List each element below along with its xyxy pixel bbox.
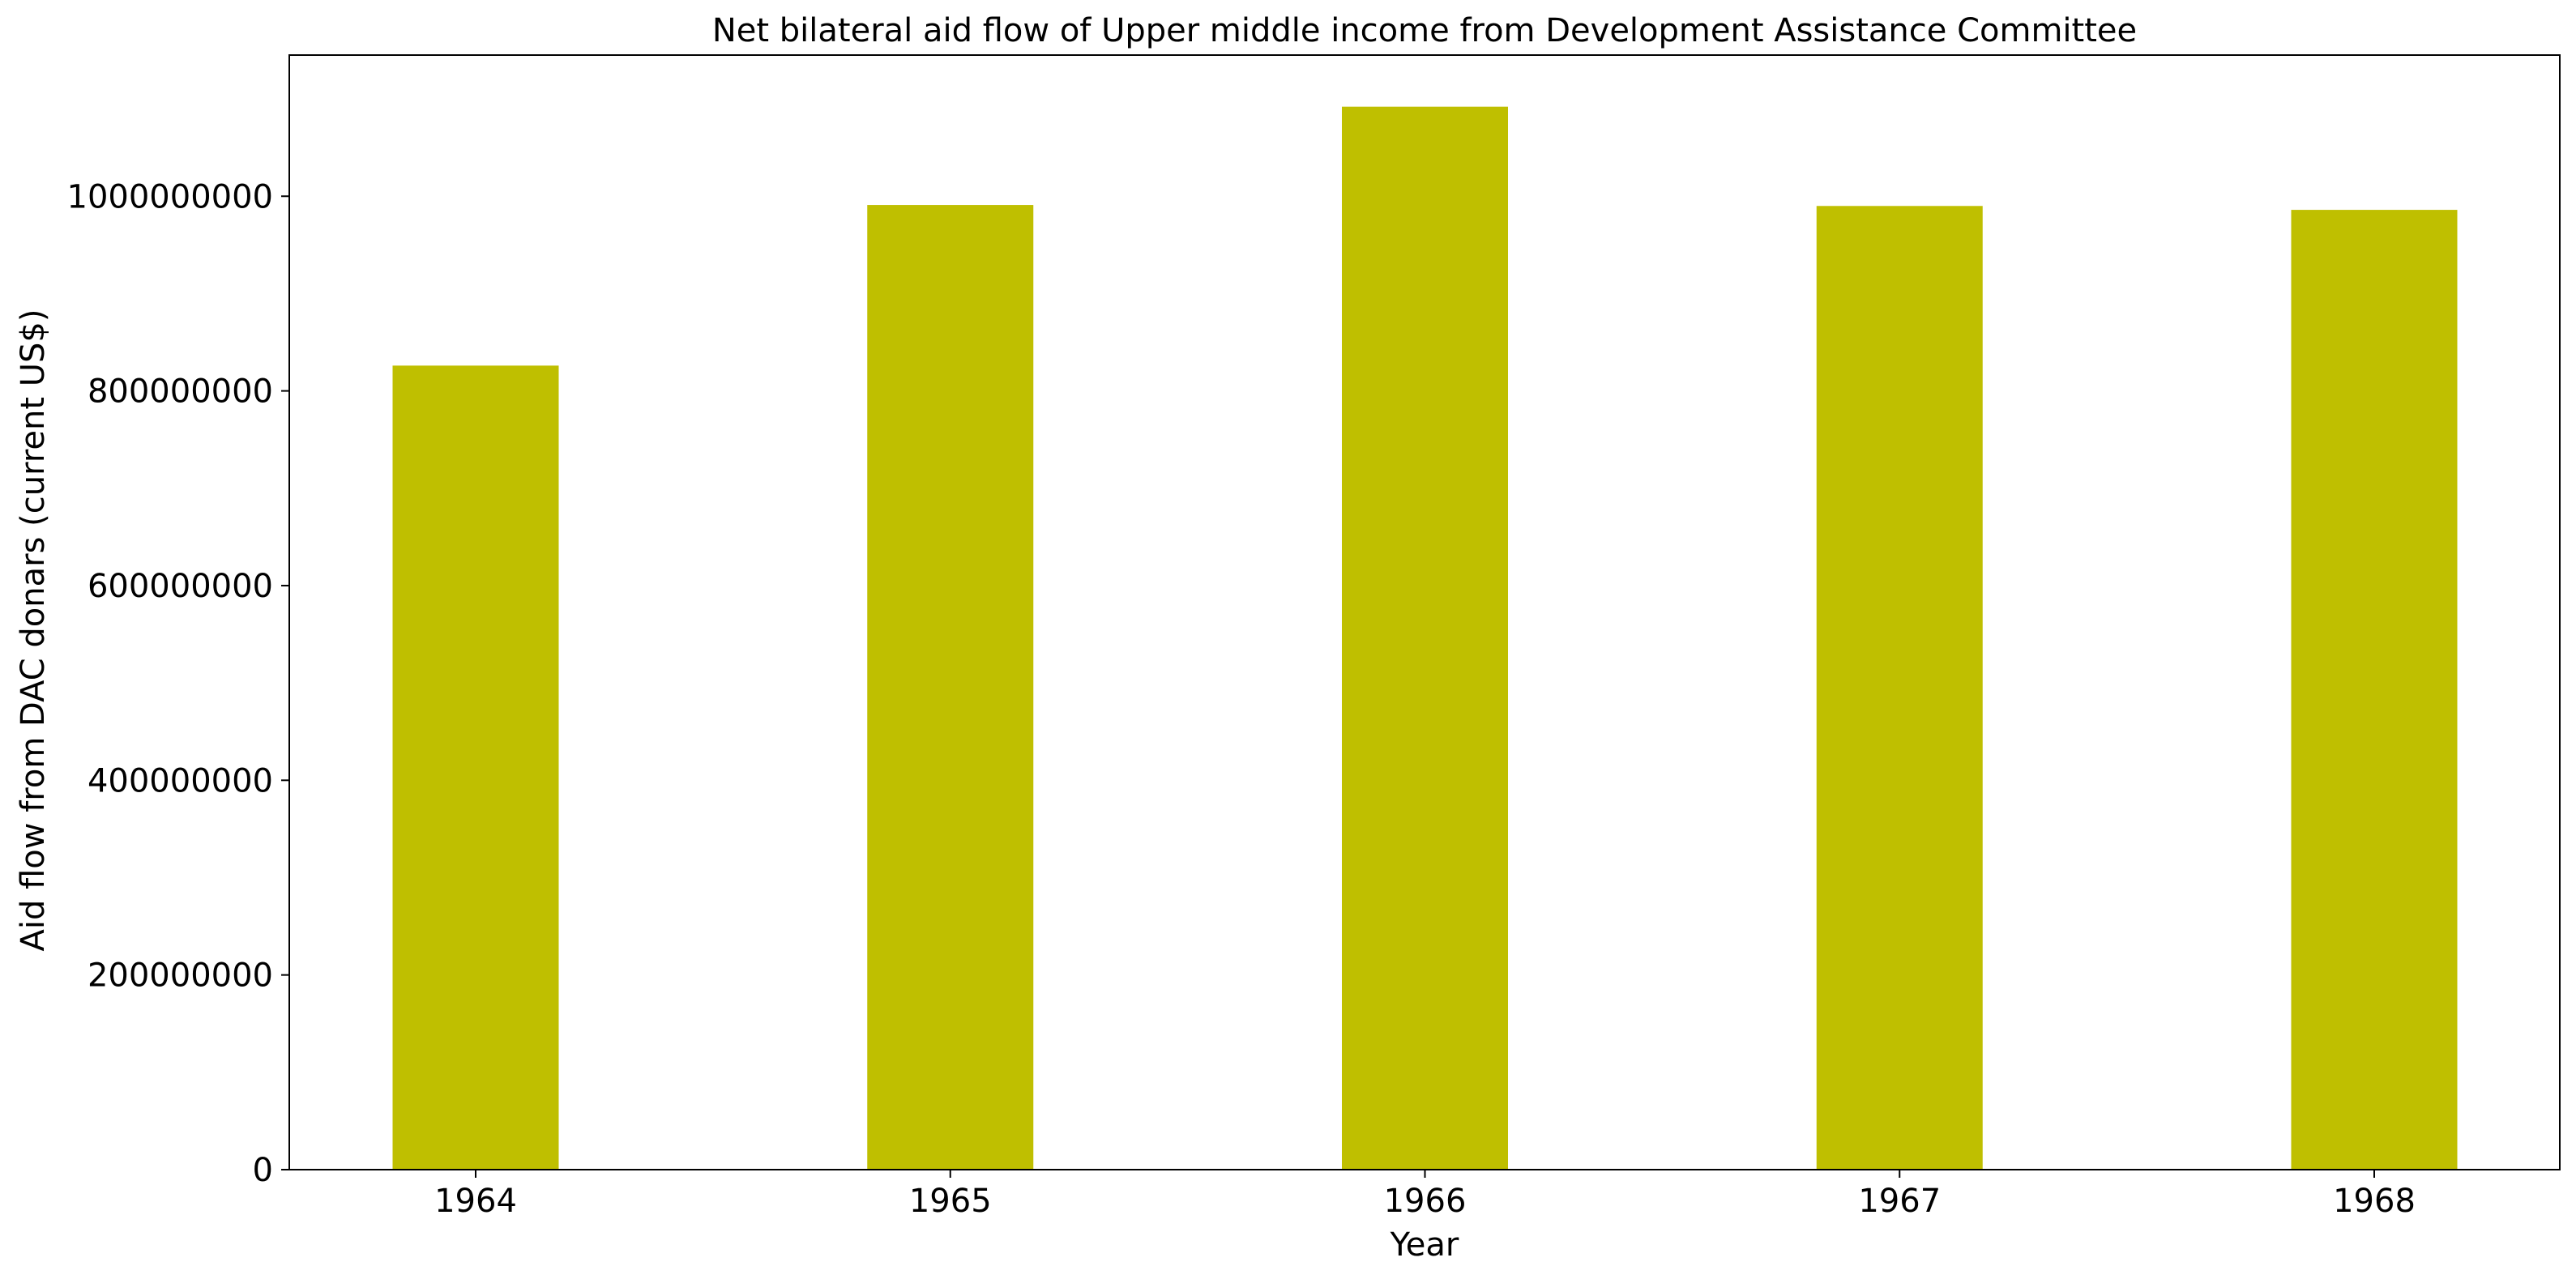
bar-1967 bbox=[1816, 206, 1983, 1170]
x-axis-ticks: 1964 1965 1966 1967 1968 bbox=[434, 1170, 2416, 1220]
y-tick-label: 400000000 bbox=[88, 762, 273, 799]
x-tick-label: 1967 bbox=[1858, 1183, 1941, 1220]
chart-title: Net bilateral aid flow of Upper middle i… bbox=[712, 12, 2137, 49]
bar-1968 bbox=[2291, 210, 2458, 1170]
y-tick-label: 200000000 bbox=[88, 957, 273, 995]
y-tick-label: 600000000 bbox=[88, 568, 273, 605]
y-axis-label: Aid flow from DAC donars (current US$) bbox=[15, 309, 52, 952]
x-tick-label: 1968 bbox=[2333, 1183, 2416, 1220]
x-tick-label: 1964 bbox=[434, 1183, 517, 1220]
y-axis-ticks: 0 200000000 400000000 600000000 800000000 100… bbox=[67, 178, 289, 1189]
bar-1965 bbox=[867, 205, 1034, 1170]
x-tick-label: 1965 bbox=[909, 1183, 992, 1220]
y-tick-label: 0 bbox=[253, 1152, 273, 1189]
bars-layer bbox=[392, 106, 2458, 1170]
y-tick-label: 800000000 bbox=[88, 373, 273, 411]
x-axis-label: Year bbox=[1390, 1226, 1459, 1264]
bar-1966 bbox=[1342, 106, 1508, 1170]
x-tick-label: 1966 bbox=[1384, 1183, 1467, 1220]
bar-1964 bbox=[392, 365, 559, 1170]
plot-area-frame bbox=[288, 54, 2561, 1170]
y-tick-label: 1000000000 bbox=[67, 178, 274, 215]
